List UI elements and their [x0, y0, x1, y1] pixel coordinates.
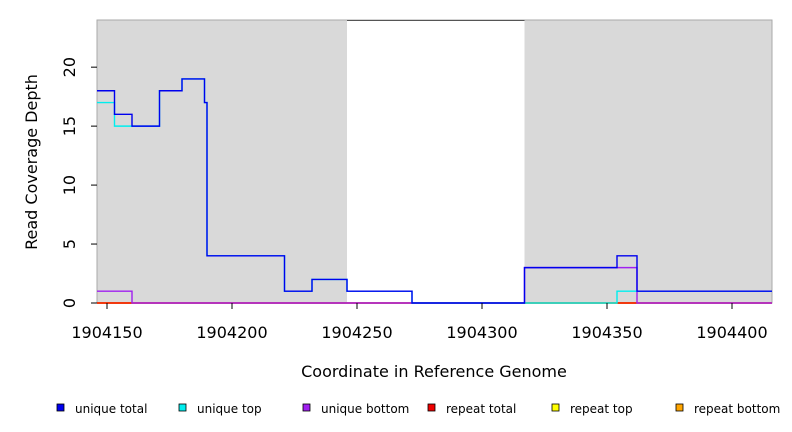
axes: 1904150 1904200 1904250 1904300 1904350 19044… — [60, 57, 768, 342]
y-tick-label: 15 — [60, 116, 79, 136]
legend-swatch-repeat-top — [551, 403, 560, 412]
series-layer — [97, 78, 772, 304]
x-tick-label: 1904200 — [196, 323, 267, 342]
legend-swatch-unique-top — [178, 403, 187, 412]
legend-label-repeat-top: repeat top — [570, 402, 633, 416]
legend-swatch-repeat-total — [427, 403, 436, 412]
x-tick-label: 1904400 — [696, 323, 767, 342]
legend-label-repeat-total: repeat total — [446, 402, 516, 416]
series-line-unique-total — [97, 78, 772, 304]
plot-background — [96, 19, 773, 304]
x-axis-title: Coordinate in Reference Genome — [301, 362, 567, 381]
x-tick-label: 1904250 — [321, 323, 392, 342]
legend-swatch-unique-bottom — [302, 403, 311, 412]
legend-swatch-unique-total — [56, 403, 65, 412]
y-tick-label: 5 — [60, 239, 79, 249]
legend-label-unique-bottom: unique bottom — [321, 402, 409, 416]
x-tick-label: 1904300 — [446, 323, 517, 342]
y-axis-title: Read Coverage Depth — [22, 74, 41, 250]
x-tick-label: 1904350 — [571, 323, 642, 342]
unshaded-region — [347, 20, 525, 303]
legend-label-unique-top: unique top — [197, 402, 262, 416]
legend-swatch-repeat-bottom — [675, 403, 684, 412]
legend: unique total unique top unique bottom repea… — [56, 402, 780, 416]
legend-label-repeat-bottom: repeat bottom — [694, 402, 780, 416]
y-tick-label: 0 — [60, 298, 79, 308]
y-tick-label: 10 — [60, 175, 79, 195]
x-tick-label: 1904150 — [71, 323, 142, 342]
y-tick-label: 20 — [60, 57, 79, 77]
legend-label-unique-total: unique total — [75, 402, 147, 416]
